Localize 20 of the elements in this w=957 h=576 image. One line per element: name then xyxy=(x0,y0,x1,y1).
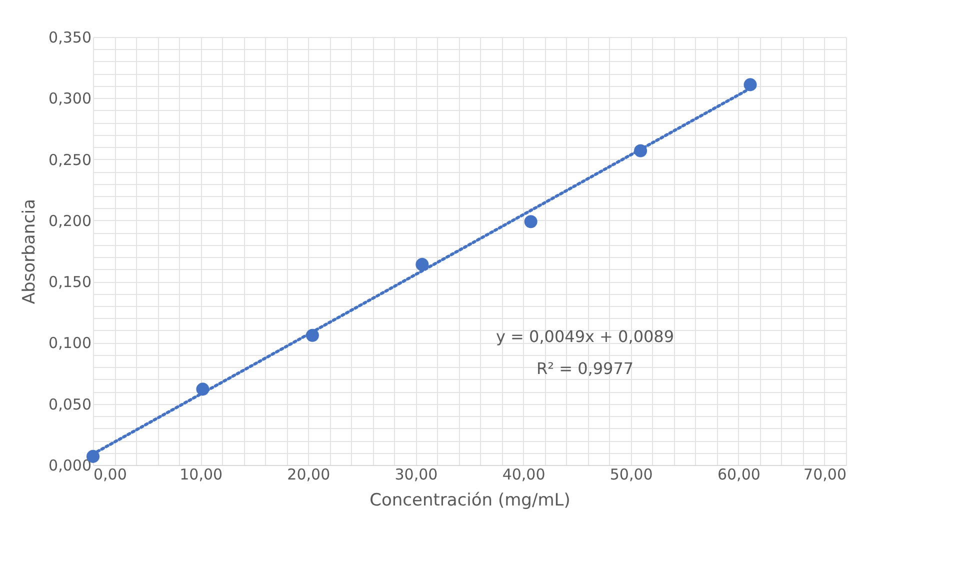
x-tick-label: 70,00 xyxy=(804,466,846,484)
y-axis-title: Absorbancia xyxy=(20,198,40,304)
x-tick-label: 60,00 xyxy=(717,466,760,484)
y-tick-label: 0,100 xyxy=(48,334,92,352)
y-tick-label: 0,250 xyxy=(48,150,92,169)
y-tick-label: 0,150 xyxy=(48,273,92,292)
y-tick-label: 0,300 xyxy=(48,90,92,108)
y-tick-label: 0,200 xyxy=(48,212,92,230)
x-tick-label: 30,00 xyxy=(394,466,438,484)
x-tick-label: 20,00 xyxy=(287,466,330,484)
y-tick-label: 0,050 xyxy=(48,395,92,414)
x-tick-label: 0,00 xyxy=(94,466,127,484)
x-axis-title: Concentración (mg/mL) xyxy=(370,490,570,510)
x-tick-label: 40,00 xyxy=(502,466,546,484)
annotation: R² = 0,9977 xyxy=(536,359,634,378)
annotation: y = 0,0049x + 0,0089 xyxy=(496,327,674,346)
x-tick-label: 10,00 xyxy=(180,466,223,484)
y-tick-label: 0,000 xyxy=(48,456,92,474)
x-tick-label: 50,00 xyxy=(610,466,653,484)
y-tick-label: 0,350 xyxy=(48,28,92,46)
